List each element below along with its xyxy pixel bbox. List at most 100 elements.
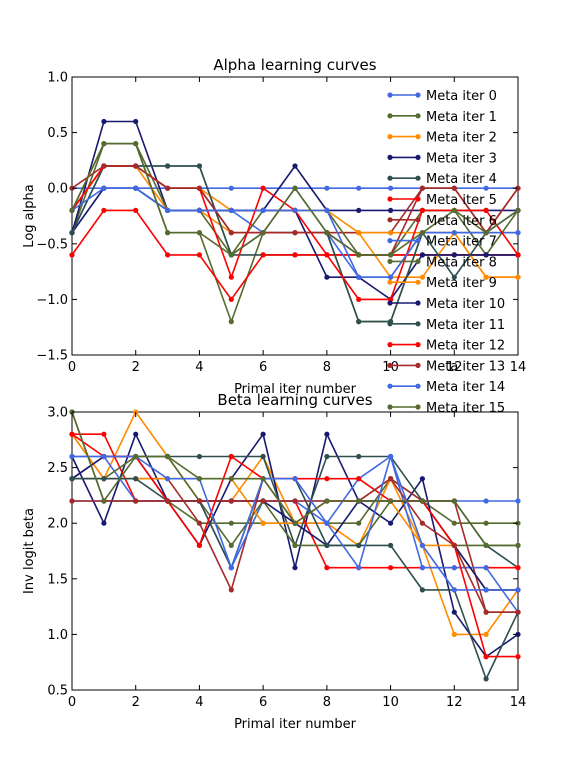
alpha-series-14-point	[165, 207, 171, 213]
beta-x-tick-label: 12	[446, 695, 463, 710]
beta-series-2-point	[483, 631, 489, 638]
alpha-series-15-point	[356, 252, 362, 258]
beta-series-3-point	[101, 520, 107, 526]
beta-series-14-point	[451, 587, 457, 593]
alpha-x-axis-label: Primal iter number	[234, 382, 357, 397]
alpha-series-5-point	[101, 207, 107, 213]
beta-series-14-point	[292, 476, 298, 482]
legend-swatch-marker	[387, 383, 393, 389]
legend-item: Meta iter 10	[387, 297, 505, 312]
beta-series-3-point	[133, 431, 139, 437]
legend-item: Meta iter 14	[387, 380, 505, 395]
alpha-series-12-point	[515, 252, 521, 258]
beta-series-9-point	[260, 520, 266, 526]
legend-swatch-marker	[415, 404, 421, 410]
alpha-series-5-point	[69, 252, 75, 258]
beta-series-15-point	[515, 542, 521, 549]
beta-series-13-point	[292, 498, 298, 504]
alpha-series-14-point	[388, 274, 394, 280]
legend-swatch-marker	[387, 196, 393, 202]
legend-label: Meta iter 0	[426, 89, 497, 104]
legend-swatch-marker	[387, 92, 393, 98]
beta-y-tick-label: 2.0	[47, 517, 68, 532]
beta-y-axis-label: Inv logit beta	[22, 508, 37, 594]
beta-series-12-point	[483, 654, 489, 660]
beta-series-13-point	[419, 520, 425, 526]
alpha-series-5-point	[133, 207, 139, 213]
beta-series-1-point	[451, 520, 457, 526]
beta-series-15-point	[388, 498, 394, 504]
legend-swatch-marker	[387, 404, 393, 410]
beta-series-11-point	[483, 676, 489, 682]
beta-series-8-point	[292, 542, 298, 549]
beta-series-12-point	[69, 431, 75, 437]
beta-series-14-point	[388, 453, 394, 460]
legend-item: Meta iter 11	[387, 318, 505, 333]
alpha-legend: Meta iter 0 Meta iter 1 Meta iter 2 Meta it…	[387, 89, 505, 416]
alpha-series-9-point	[356, 230, 362, 236]
alpha-y-axis-label: Log alpha	[22, 184, 37, 247]
beta-series-13-point	[483, 609, 489, 615]
alpha-series-12-point	[324, 252, 330, 258]
beta-series-13-point	[451, 542, 457, 549]
alpha-series-14-point	[196, 207, 202, 213]
legend-swatch-marker	[387, 134, 393, 140]
beta-series-14-point	[483, 587, 489, 593]
alpha-series-13-point	[228, 230, 234, 236]
beta-y-tick-label: 2.5	[47, 461, 68, 476]
alpha-series-10-point	[451, 252, 457, 258]
legend-swatch-marker	[415, 321, 421, 327]
beta-x-tick-label: 6	[259, 695, 267, 710]
legend-swatch-marker	[415, 92, 421, 98]
alpha-series-3-point	[388, 207, 394, 213]
legend-label: Meta iter 9	[426, 276, 497, 291]
beta-series-15-point	[451, 498, 457, 504]
alpha-series-15-point	[133, 141, 139, 147]
legend-label: Meta iter 14	[426, 380, 505, 395]
alpha-series-15-point	[101, 141, 107, 147]
alpha-series-0-point	[388, 185, 394, 191]
beta-series-5-point	[101, 431, 107, 437]
alpha-series-11-point	[69, 230, 75, 236]
alpha-series-14-point	[228, 207, 234, 213]
alpha-series-10-point	[324, 274, 330, 280]
alpha-series-11-point	[196, 163, 202, 169]
beta-series-0-point	[483, 498, 489, 504]
beta-x-axis-label: Primal iter number	[234, 717, 357, 732]
beta-y-tick-label: 0.5	[47, 684, 68, 699]
alpha-y-tick-label: −0.5	[36, 237, 68, 252]
legend-swatch-marker	[415, 300, 421, 306]
alpha-y-tick-label: 1.0	[47, 71, 68, 86]
legend-swatch-marker	[387, 300, 393, 306]
alpha-series-2-point	[419, 274, 425, 280]
alpha-series-14-point	[292, 207, 298, 213]
alpha-series-13-point	[451, 185, 457, 191]
beta-series-11-point	[133, 476, 139, 482]
legend-label: Meta iter 6	[426, 214, 497, 229]
legend-swatch-marker	[387, 258, 393, 264]
beta-series-11-point	[419, 587, 425, 593]
legend-swatch-marker	[415, 175, 421, 181]
beta-series-15-point	[324, 498, 330, 504]
beta-series-3-point	[324, 431, 330, 437]
legend-swatch-marker	[415, 113, 421, 119]
beta-series-14-point	[419, 542, 425, 549]
beta-chart: 0 2 4 6 8 10 12 14 0.5 1.0 1.5 2.0 2.5 3.0 Beta learn…	[22, 391, 526, 732]
beta-series-13-point	[133, 498, 139, 504]
legend-swatch-marker	[415, 154, 421, 160]
alpha-series-13-point	[292, 230, 298, 236]
alpha-series-15-point	[228, 252, 234, 258]
alpha-series-7-point	[515, 230, 521, 236]
alpha-series-15-point	[483, 230, 489, 236]
beta-series-4-point	[196, 453, 202, 460]
alpha-y-tick-label: 0.0	[47, 182, 68, 197]
alpha-series-3-point	[101, 118, 107, 125]
beta-series-6-point	[196, 520, 202, 526]
beta-series-6-point	[228, 587, 234, 593]
beta-series-15-point	[228, 476, 234, 482]
legend-swatch-marker	[415, 258, 421, 264]
beta-series-15-point	[101, 498, 107, 504]
beta-series-line-11	[72, 477, 519, 681]
